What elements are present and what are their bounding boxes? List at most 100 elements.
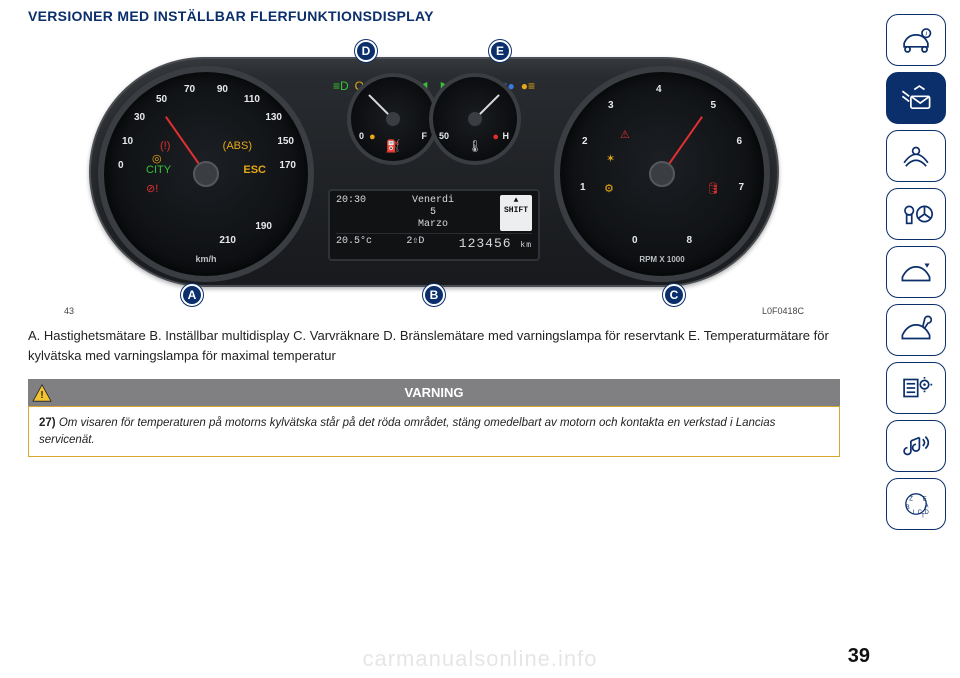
shift-arrow-icon: ▲ [504,196,528,206]
rpm-tick-3: 3 [608,100,614,111]
svg-text:I: I [913,510,915,516]
rpm-label: RPM X 1000 [639,255,684,264]
callout-c: C [663,284,685,306]
rpm-tick-4: 4 [656,84,662,95]
display-odo-unit: km [520,241,532,250]
svg-text:B: B [906,505,910,511]
temp-low: 50 [439,131,449,141]
handbrake-indicator: (!) [160,140,170,152]
tachometer-hub [649,161,675,187]
dashboard-cluster: ◄ ► ≡D O≡ ≡● ●≡ 0 10 30 50 70 [89,57,779,287]
tab-maintenance[interactable] [886,304,946,356]
display-day: Venerdi [366,195,500,207]
low-beam-icon: ●≡ [521,79,535,93]
display-odometer: 123456 [459,236,512,251]
section-heading: VERSIONER MED INSTÄLLBAR FLERFUNKTIONSDI… [28,8,840,24]
callout-e: E [489,40,511,62]
tab-index[interactable]: Z E B A I C D T [886,478,946,530]
shift-indicator: ▲ SHIFT [500,195,532,231]
svg-text:A: A [925,503,929,509]
tab-safety[interactable] [886,130,946,182]
steering-indicator: ◎ [152,152,162,165]
rpm-tick-8: 8 [686,235,692,246]
temp-high: H [503,131,510,141]
figure-code: L0F0418C [762,306,804,316]
warning-item-number: 27) [39,417,56,429]
seatbelt-indicator: ⚠ [620,128,630,141]
oil-indicator: 🛢 [706,182,720,195]
rpm-tick-5: 5 [710,100,716,111]
section-tabs-sidebar: i Z E B A I C D T [886,14,946,530]
speed-unit: km/h [195,254,216,264]
display-month: Marzo [366,219,500,231]
esc-indicator: ESC [243,164,266,176]
tab-vehicle-info[interactable]: i [886,14,946,66]
callout-d: D [355,40,377,62]
rpm-tick-1: 1 [580,182,586,193]
speed-tick-50: 50 [156,94,167,105]
fuel-hub [386,112,400,126]
airbag-indicator: ✶ [606,152,615,165]
figure-number: 43 [64,306,74,316]
display-outside-temp: 20.5°c [336,236,372,252]
tachometer: 0 1 2 3 4 5 6 7 8 RPM X 1000 ⚠ ✶ ⚙ 🛢 [554,66,770,282]
speed-tick-0: 0 [118,160,124,171]
warning-header: ! VARNING [28,379,840,406]
speed-tick-130: 130 [265,112,282,123]
engine-indicator: ⚙ [604,182,614,195]
warning-body: 27) Om visaren för temperaturen på motor… [28,406,840,457]
tab-multimedia[interactable] [886,420,946,472]
svg-text:T: T [921,514,925,519]
rpm-tick-7: 7 [738,182,744,193]
temperature-gauge: 50 H ● 🌡 [429,73,521,165]
fuel-full: F [422,131,428,141]
thermometer-icon: 🌡 [467,139,482,153]
instrument-cluster-figure: ◄ ► ≡D O≡ ≡● ●≡ 0 10 30 50 70 [64,42,804,302]
speed-tick-90: 90 [217,84,228,95]
speedometer: 0 10 30 50 70 90 110 130 150 170 190 210… [98,66,314,282]
shift-label: SHIFT [504,206,528,216]
fuel-gauge: 0 F ● ⛽ [347,73,439,165]
speed-tick-170: 170 [279,160,296,171]
fuel-low: 0 [359,131,364,141]
callout-a: A [181,284,203,306]
generic-warn-indicator: ⊘! [146,182,158,195]
speed-tick-150: 150 [277,136,294,147]
speed-tick-110: 110 [244,94,260,105]
fog-front-icon: ≡D [333,79,349,93]
fuel-warning-icon: ● [369,131,376,143]
svg-text:Z: Z [909,497,913,503]
watermark: carmanualsonline.info [362,646,597,672]
tab-technical-data[interactable] [886,362,946,414]
tab-starting-and-driving[interactable] [886,188,946,240]
speed-tick-10: 10 [122,136,133,147]
display-date-num: 5 [366,207,500,219]
figure-legend: A. Hastighetsmätare B. Inställbar multid… [28,326,840,365]
temp-hub [468,112,482,126]
svg-text:!: ! [40,389,43,400]
speed-tick-70: 70 [184,84,195,95]
rpm-tick-2: 2 [582,136,588,147]
speed-tick-190: 190 [255,221,272,232]
warning-title: VARNING [405,385,464,400]
warning-triangle-icon: ! [32,384,52,402]
city-indicator: CITY [146,164,171,176]
display-time: 20:30 [336,195,366,231]
speedometer-hub [193,161,219,187]
tab-lights-and-messages[interactable] [886,72,946,124]
display-gear: 2⇧D [406,236,424,252]
multifunction-display: 20:30 Venerdi 5 Marzo ▲ SHIFT 20.5°c [328,189,540,261]
speed-tick-210: 210 [219,235,236,246]
rpm-tick-0: 0 [632,235,638,246]
rpm-tick-6: 6 [736,136,742,147]
callout-b: B [423,284,445,306]
tab-emergency[interactable] [886,246,946,298]
warning-text: Om visaren för temperaturen på motorns k… [39,417,775,446]
speed-tick-30: 30 [134,112,145,123]
page-number: 39 [848,645,870,668]
svg-text:D: D [925,510,929,516]
abs-indicator: (ABS) [223,140,252,152]
temp-warning-icon: ● [492,131,499,143]
fuel-pump-icon: ⛽ [386,139,401,153]
svg-text:E: E [923,497,927,503]
